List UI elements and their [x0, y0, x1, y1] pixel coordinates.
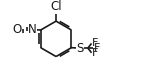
Text: Cl: Cl [50, 0, 62, 13]
Text: F: F [92, 48, 99, 58]
Text: F: F [92, 38, 99, 48]
Text: O: O [13, 23, 22, 36]
Text: N: N [28, 23, 37, 36]
Text: F: F [94, 43, 100, 53]
Text: S: S [76, 42, 84, 55]
